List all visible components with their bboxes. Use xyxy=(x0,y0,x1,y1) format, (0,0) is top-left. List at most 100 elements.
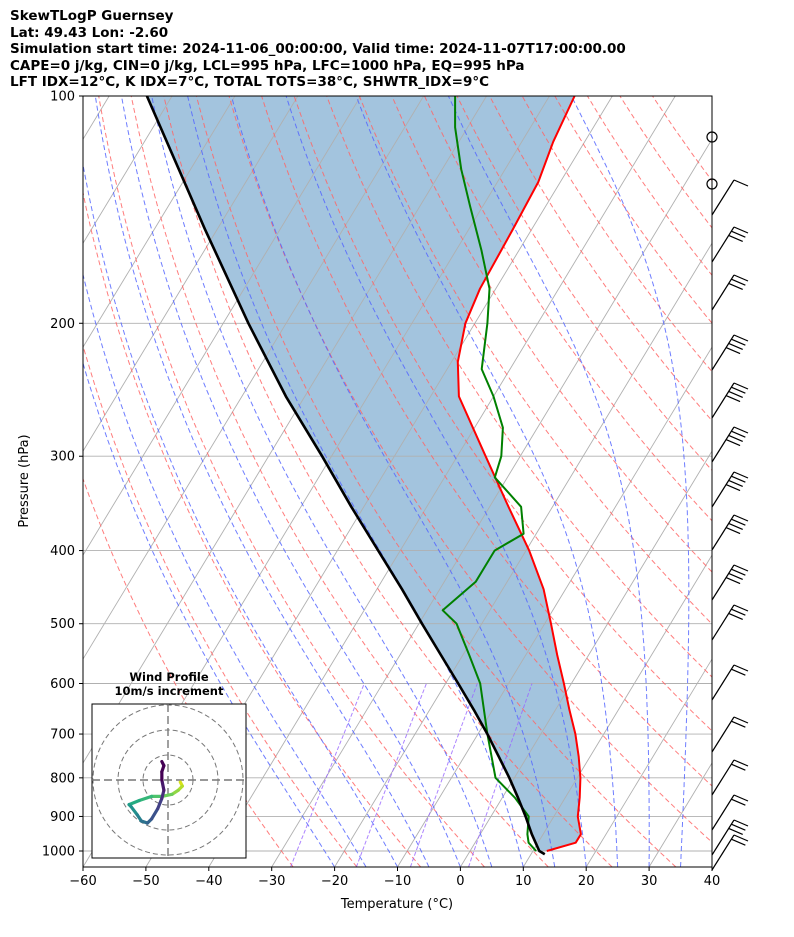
wind-barb-staff xyxy=(711,274,735,311)
mixing-ratio-line xyxy=(355,683,427,867)
x-tick-label: 0 xyxy=(456,874,464,889)
dry-adiabat xyxy=(326,96,712,678)
wind-barb-flag xyxy=(728,827,743,835)
wind-barb-flag xyxy=(731,430,746,438)
indices-line-1: CAPE=0 j/kg, CIN=0 j/kg, LCL=995 hPa, LF… xyxy=(10,57,525,74)
y-tick-label: 300 xyxy=(50,450,75,465)
hodograph-segment xyxy=(127,798,141,807)
wind-barb-flag xyxy=(725,395,741,403)
isotherm-line xyxy=(83,96,299,453)
calm-wind-circle xyxy=(706,131,718,143)
mixing-ratio-line xyxy=(409,683,478,867)
wind-barb-flag xyxy=(731,763,746,771)
y-tick-label: 700 xyxy=(50,728,75,743)
moist-adiabat xyxy=(121,96,461,867)
hodograph-segment xyxy=(160,778,166,792)
hodograph-frame xyxy=(91,703,247,859)
x-tick-label: −20 xyxy=(321,874,348,889)
dry-adiabat xyxy=(652,96,712,182)
x-tick-label: −30 xyxy=(258,874,285,889)
wind-barb-flag xyxy=(733,226,749,234)
wind-barb-staff xyxy=(711,382,735,419)
dry-adiabat xyxy=(83,190,422,867)
moist-adiabat xyxy=(83,161,398,867)
wind-barb-flag xyxy=(728,434,743,442)
hodograph-segment xyxy=(156,796,164,811)
y-tick-label: 500 xyxy=(50,617,75,632)
x-tick-label: 30 xyxy=(641,874,658,889)
time-line: Simulation start time: 2024-11-06_00:00:… xyxy=(10,41,626,58)
temperature-profile xyxy=(456,96,582,852)
wind-barb-flag xyxy=(733,716,749,724)
wind-barb-staff xyxy=(711,716,735,753)
chart-header: SkewTLogP Guernsey Lat: 49.43 Lon: -2.60… xyxy=(10,8,626,91)
wind-barb-flag xyxy=(731,668,746,676)
wind-barb-staff xyxy=(711,179,735,216)
hodograph-segment xyxy=(137,794,154,803)
hodograph-title: Wind Profile xyxy=(129,670,209,684)
wind-barb-flag xyxy=(733,334,749,342)
y-tick-label: 900 xyxy=(50,810,75,825)
y-tick-label: 100 xyxy=(50,90,75,105)
x-tick-label: 10 xyxy=(515,874,532,889)
indices-line-2: LFT IDX=12°C, K IDX=7°C, TOTAL TOTS=38°C… xyxy=(10,74,490,91)
isotherm-line xyxy=(648,762,712,867)
x-tick-label: −40 xyxy=(195,874,222,889)
isotherm-line xyxy=(711,866,712,867)
wind-barb-staff xyxy=(711,334,735,371)
wind-barb-flag xyxy=(728,234,743,242)
x-tick-label: 40 xyxy=(704,874,721,889)
wind-barb-staff xyxy=(711,604,735,641)
wind-barb-flag xyxy=(725,439,741,447)
dry-adiabat xyxy=(619,96,712,229)
moist-adiabat xyxy=(151,96,493,867)
y-tick-label: 600 xyxy=(50,677,75,692)
wind-barb-flag xyxy=(731,338,746,346)
wind-barb-staff xyxy=(711,564,735,601)
dry-adiabat xyxy=(391,96,712,573)
moist-adiabat xyxy=(230,96,556,867)
hodograph-segment xyxy=(160,759,166,768)
moist-adiabat xyxy=(447,96,650,867)
isotherm-line xyxy=(83,96,173,245)
wind-barb-flag xyxy=(733,426,749,434)
y-tick-label: 800 xyxy=(50,771,75,786)
wind-barb-flag xyxy=(731,475,746,483)
isotherm-line xyxy=(585,658,712,867)
wind-barb-flag xyxy=(728,282,743,290)
wind-barb-flag xyxy=(731,838,746,846)
x-tick-label: 20 xyxy=(578,874,595,889)
dry-adiabat xyxy=(83,344,358,867)
wind-barb-flag xyxy=(731,386,746,394)
x-tick-label: −60 xyxy=(69,874,96,889)
wind-barb-flag xyxy=(733,471,749,479)
wind-barb-flag xyxy=(733,794,749,802)
dewpoint-profile xyxy=(441,96,537,852)
isotherm-line xyxy=(460,450,712,867)
wind-barb-flag xyxy=(728,342,743,350)
wind-barbs xyxy=(706,131,749,871)
wind-barb-flag xyxy=(733,382,749,390)
mixing-ratio-line xyxy=(290,683,365,867)
moist-adiabat xyxy=(285,96,587,867)
moist-adiabat xyxy=(570,96,690,867)
dry-adiabat xyxy=(293,96,712,732)
wind-barb-flag xyxy=(731,518,746,526)
wind-barb-flag xyxy=(733,604,749,612)
wind-barb-staff xyxy=(711,426,735,463)
x-axis-ticks: −60 −50 −40 −30 −20 −10 0 10 20 30 40 xyxy=(69,867,720,889)
wind-barb-flag xyxy=(733,564,749,572)
y-axis-ticks: 1000 900 800 700 600 500 400 300 200 100 xyxy=(42,90,83,860)
parcel-profile xyxy=(145,96,546,856)
wind-barb-flag xyxy=(731,608,746,616)
dry-adiabat xyxy=(228,96,712,843)
hodograph-segment xyxy=(129,805,139,817)
dry-adiabat xyxy=(195,96,677,867)
x-axis-label: Temperature (°C) xyxy=(340,897,453,912)
wind-barb-flag xyxy=(731,823,746,831)
isotherm-line xyxy=(522,554,712,867)
wind-barb-flag xyxy=(733,514,749,522)
isotherm-line xyxy=(271,138,712,867)
dry-adiabat xyxy=(130,96,549,867)
wind-barb-flag xyxy=(728,390,743,398)
